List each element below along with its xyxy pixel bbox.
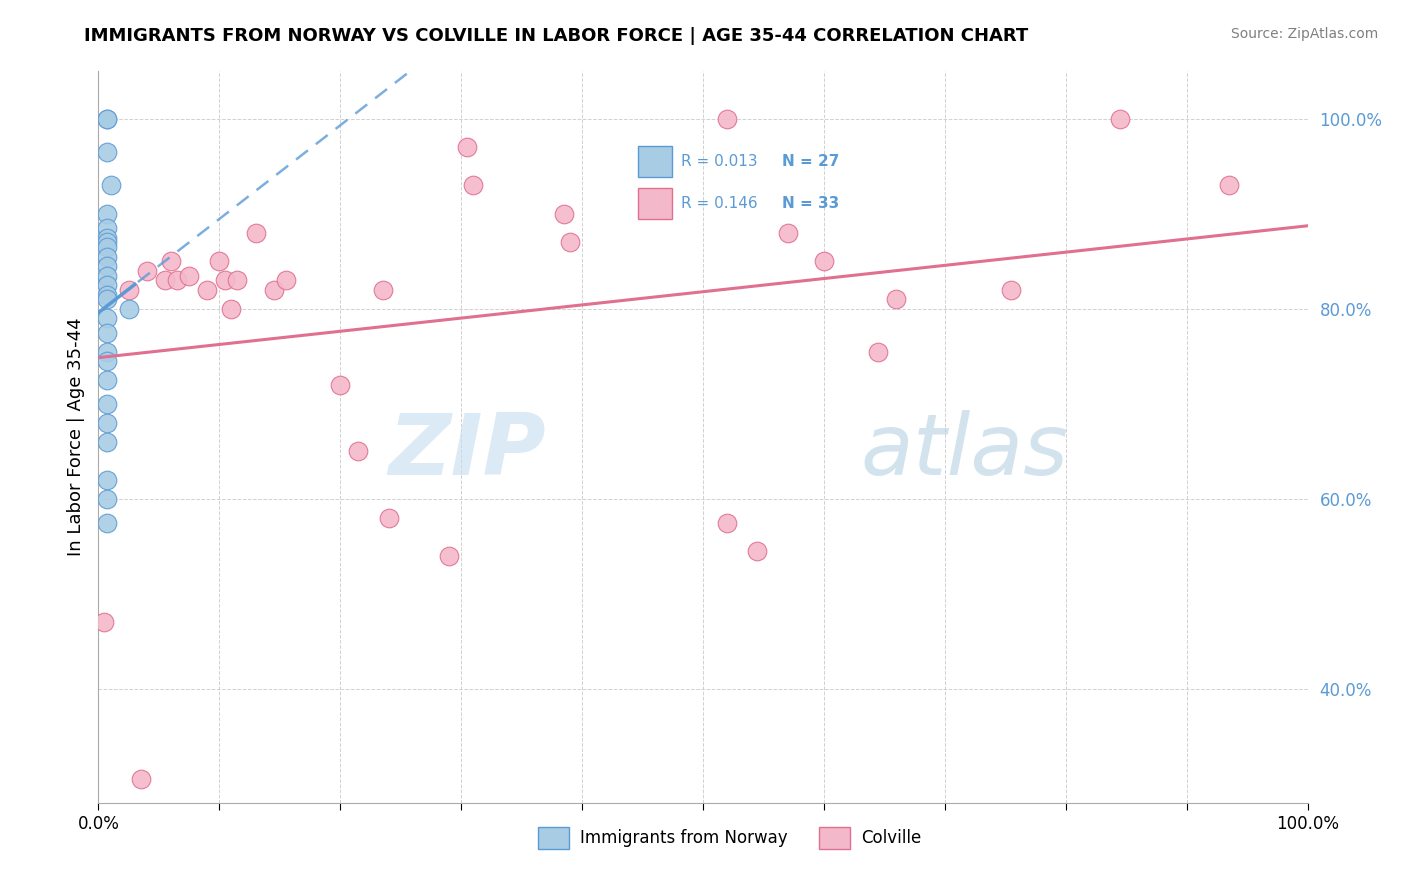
Point [96, 207, 118, 221]
Point [437, 549, 460, 563]
FancyBboxPatch shape [638, 146, 672, 177]
Point [1109, 112, 1132, 126]
Text: R = 0.146: R = 0.146 [682, 196, 758, 211]
Point [135, 264, 157, 278]
Point [96, 516, 118, 530]
Point [96, 235, 118, 250]
Y-axis label: In Labor Force | Age 35-44: In Labor Force | Age 35-44 [66, 318, 84, 557]
Text: R = 0.013: R = 0.013 [682, 154, 758, 169]
Point [93, 615, 115, 630]
Point [96, 311, 118, 326]
Point [100, 178, 122, 193]
Text: N = 33: N = 33 [782, 196, 839, 211]
Text: Immigrants from Norway: Immigrants from Norway [581, 830, 787, 847]
Point [776, 226, 799, 240]
Point [96, 278, 118, 293]
Point [96, 473, 118, 487]
Text: Colville: Colville [860, 830, 921, 847]
Point [214, 273, 236, 287]
Point [96, 434, 118, 449]
Point [377, 511, 399, 525]
Point [1000, 283, 1022, 297]
Point [813, 254, 835, 268]
Point [96, 344, 118, 359]
Point [96, 221, 118, 235]
Point [96, 354, 118, 368]
Point [195, 283, 218, 297]
Point [96, 397, 118, 411]
Point [274, 273, 297, 287]
Point [221, 301, 243, 316]
Point [96, 287, 118, 301]
Point [347, 444, 370, 458]
Point [263, 283, 285, 297]
Point [747, 544, 769, 558]
Point [96, 268, 118, 283]
Point [129, 772, 152, 786]
Point [96, 416, 118, 430]
Point [93, 283, 115, 297]
Point [96, 259, 118, 273]
Point [226, 273, 249, 287]
Text: ZIP: ZIP [388, 410, 546, 493]
FancyBboxPatch shape [638, 188, 672, 219]
Text: N = 27: N = 27 [782, 154, 839, 169]
Point [96, 373, 118, 387]
Point [96, 112, 118, 126]
Point [886, 293, 908, 307]
Point [96, 491, 118, 506]
Point [96, 230, 118, 244]
Point [96, 240, 118, 254]
Point [553, 207, 575, 221]
Text: atlas: atlas [860, 410, 1069, 493]
Point [166, 273, 188, 287]
Point [716, 112, 738, 126]
Point [245, 226, 267, 240]
Point [558, 235, 581, 250]
Point [179, 268, 201, 283]
Text: IMMIGRANTS FROM NORWAY VS COLVILLE IN LABOR FORCE | AGE 35-44 CORRELATION CHART: IMMIGRANTS FROM NORWAY VS COLVILLE IN LA… [84, 27, 1029, 45]
Point [153, 273, 176, 287]
Point [96, 250, 118, 264]
Point [160, 254, 183, 268]
Point [118, 301, 141, 316]
Point [208, 254, 231, 268]
Point [96, 145, 118, 160]
Point [96, 112, 118, 126]
Point [96, 293, 118, 307]
Point [463, 178, 485, 193]
Point [118, 283, 141, 297]
Point [1218, 178, 1240, 193]
Point [329, 377, 352, 392]
Point [96, 326, 118, 340]
Point [868, 344, 890, 359]
Point [716, 516, 738, 530]
Text: Source: ZipAtlas.com: Source: ZipAtlas.com [1230, 27, 1378, 41]
Point [371, 283, 394, 297]
Point [456, 140, 478, 154]
